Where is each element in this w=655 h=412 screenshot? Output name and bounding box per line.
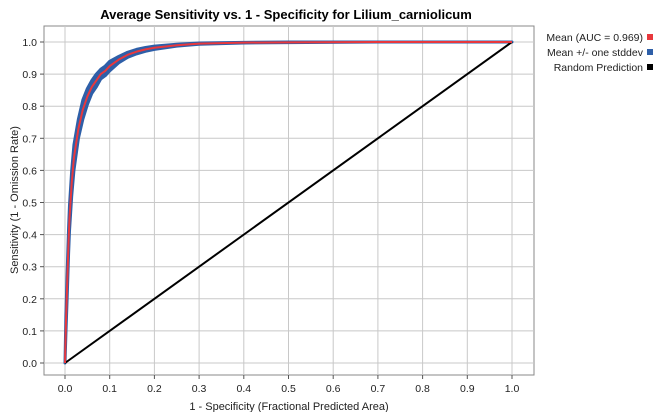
x-tick-label: 0.2 [147,383,162,395]
x-tick-label: 0.9 [460,383,475,395]
series-group [63,40,514,365]
legend-stddev-label: Mean +/- one stddev [547,47,644,59]
y-axis-label: Sensitivity (1 - Omission Rate) [9,126,21,274]
y-tick-label: 1.0 [22,37,37,49]
y-tick-label: 0.6 [22,165,37,177]
y-tick-label: 0.0 [22,358,37,370]
y-tick-label: 0.1 [22,326,37,338]
y-tick-label: 0.7 [22,133,37,145]
y-tick-label: 0.8 [22,101,37,113]
x-tick-label: 0.6 [326,383,341,395]
y-tick-label: 0.9 [22,69,37,81]
chart-title: Average Sensitivity vs. 1 - Specificity … [100,7,472,22]
y-tick-label: 0.4 [22,230,37,242]
legend-random-swatch [647,64,653,70]
x-tick-label: 1.0 [505,383,520,395]
x-tick-label: 0.8 [415,383,430,395]
legend-stddev-swatch [647,49,653,55]
x-tick-label: 0.3 [192,383,207,395]
x-tick-label: 0.5 [281,383,296,395]
y-tick-label: 0.5 [22,198,37,210]
mean-roc-line [64,41,512,364]
x-tick-label: 0.7 [371,383,386,395]
legend-mean-swatch [647,34,653,40]
legend-mean-label: Mean (AUC = 0.969) [546,32,643,44]
random-prediction-line [64,41,513,364]
y-tick-label: 0.3 [22,262,37,274]
legend-random-label: Random Prediction [554,62,643,74]
y-tick-label: 0.2 [22,294,37,306]
x-tick-label: 0.0 [58,383,73,395]
ticks: 0.0 0.1 0.2 0.3 0.4 0.5 0.6 0.7 0.8 0.9 1.0 0.0 0.1 0… [22,37,519,395]
x-tick-label: 0.4 [236,383,251,395]
legend: Mean (AUC = 0.969) Mean +/- one stddev Ran… [546,32,653,74]
x-tick-label: 0.1 [102,383,117,395]
x-axis-label: 1 - Specificity (Fractional Predicted Ar… [189,401,388,412]
